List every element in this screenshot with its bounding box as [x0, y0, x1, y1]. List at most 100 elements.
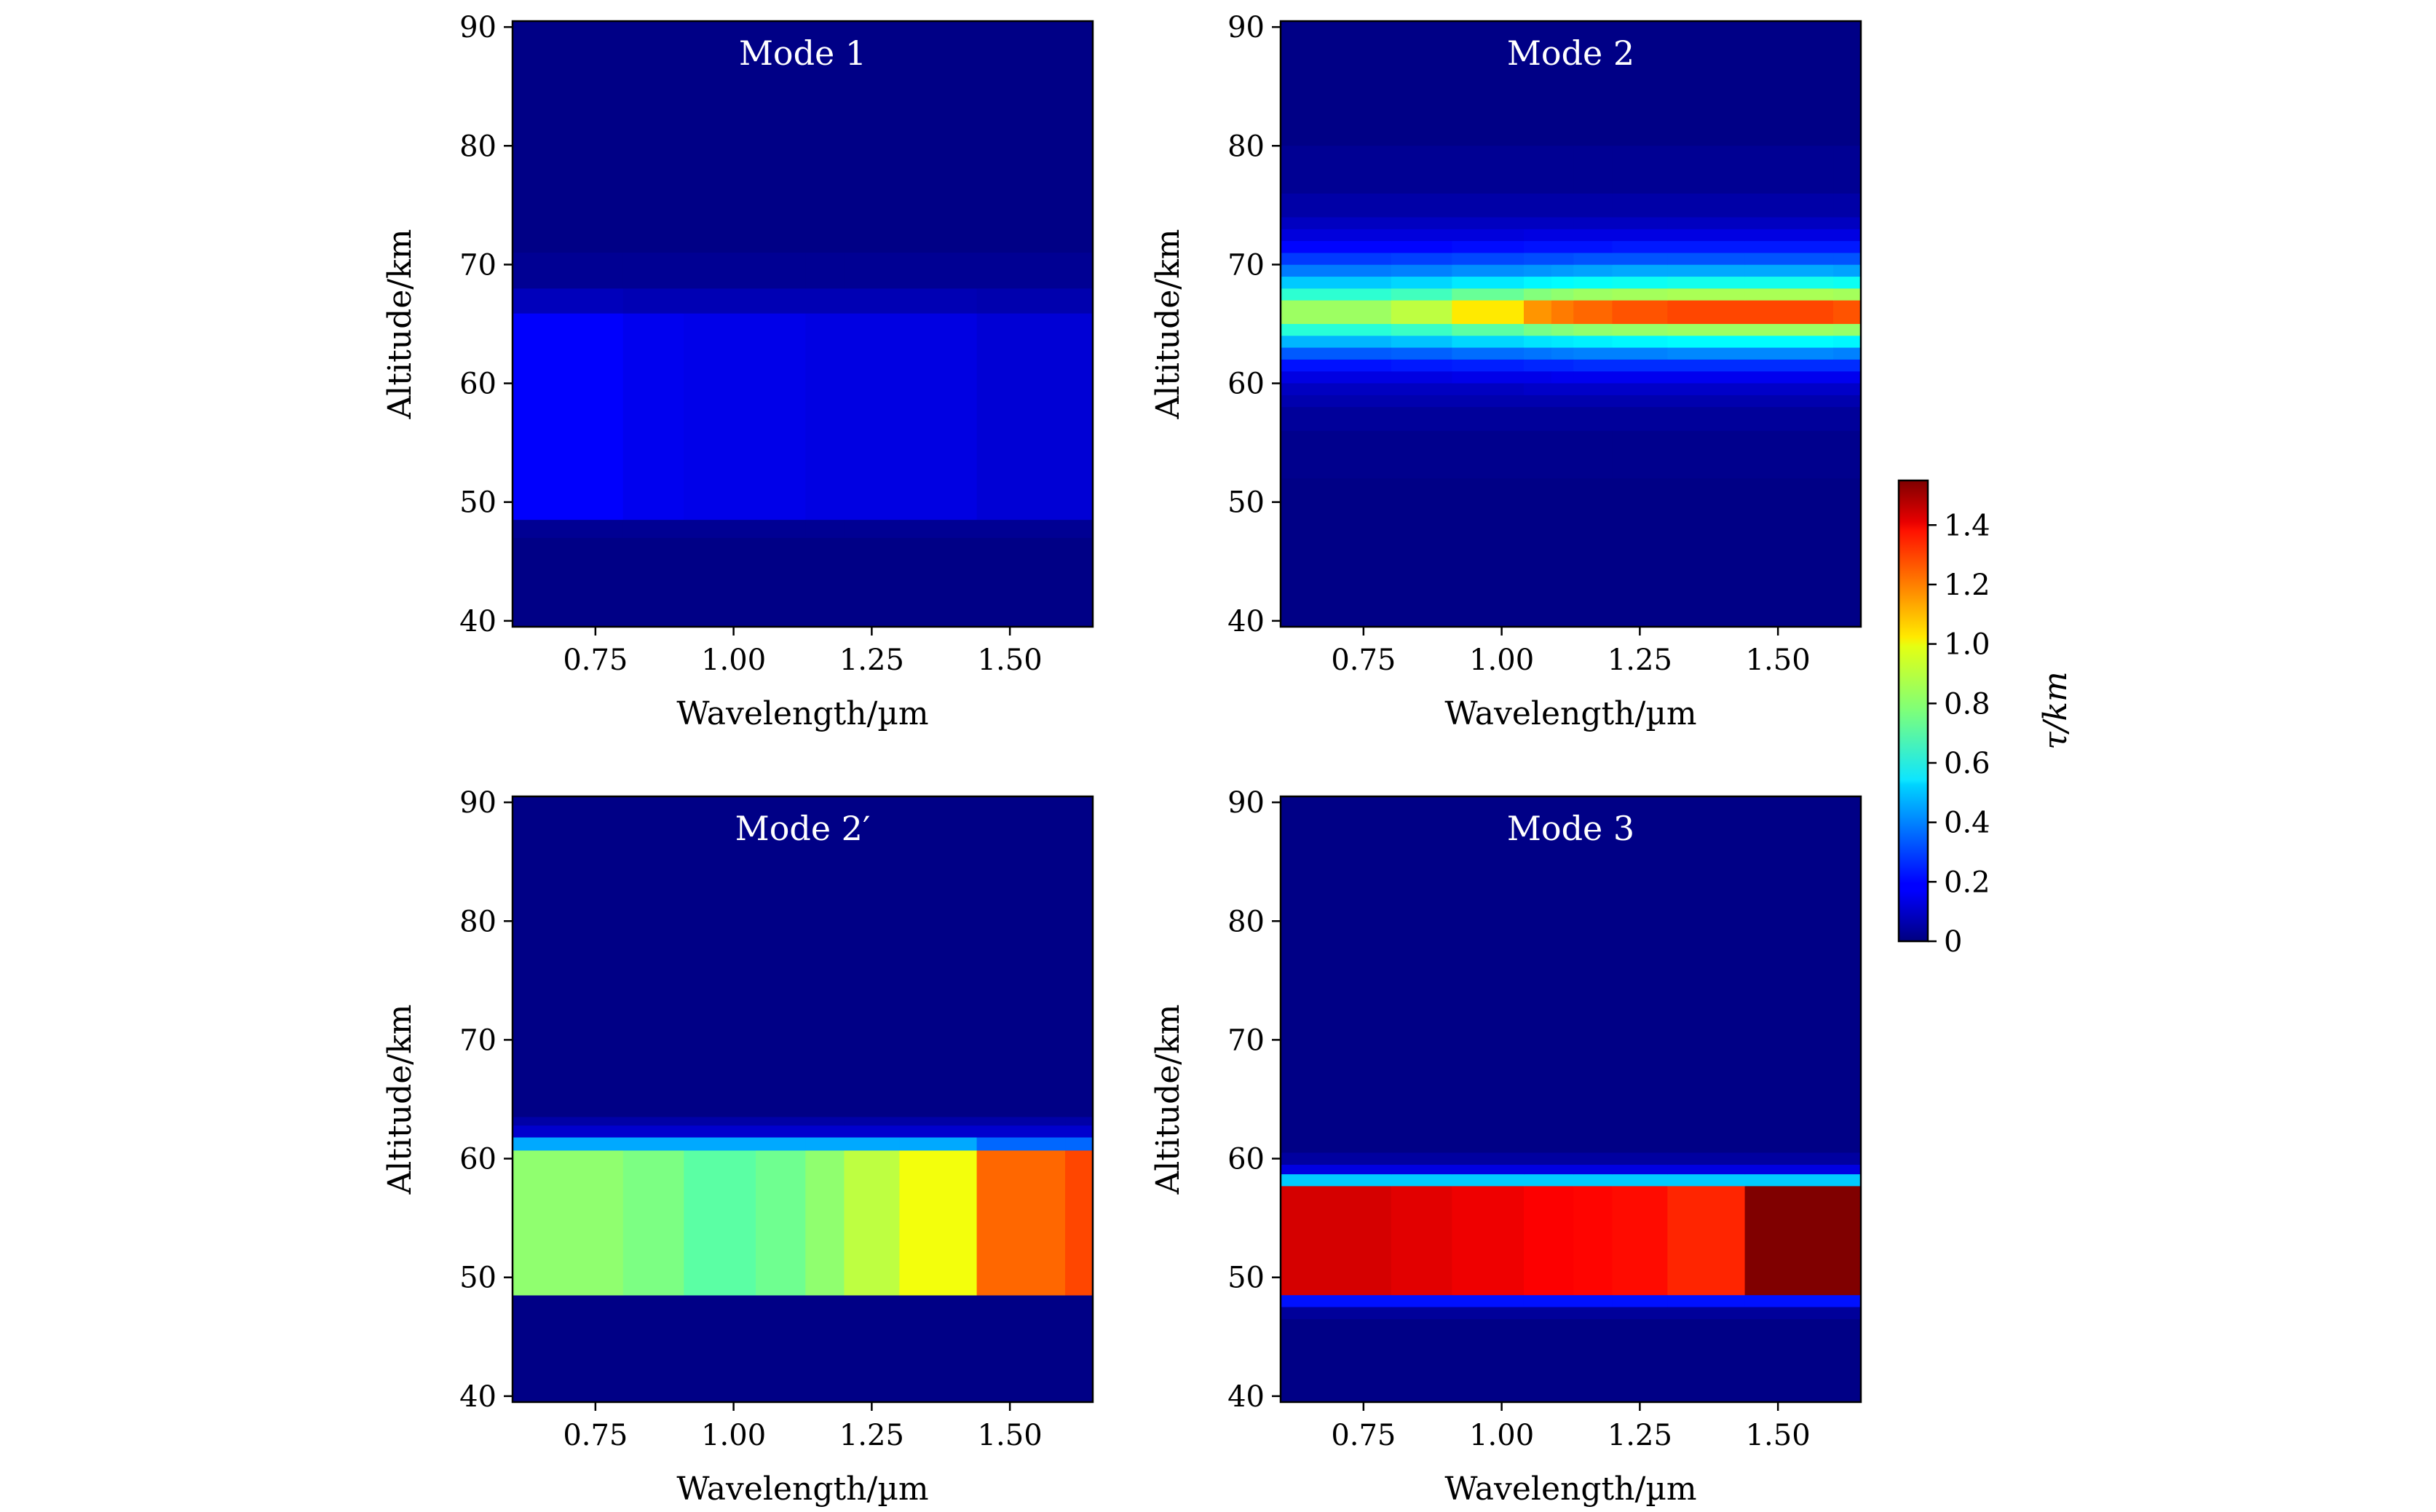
heatmap-cell [1744, 1307, 1862, 1320]
heatmap-cell [1523, 1164, 1574, 1175]
heatmap-cell [1667, 1295, 1746, 1307]
heatmap-cell [1452, 1173, 1525, 1187]
x-axis-ticks: 0.75 1.00 1.25 1.50 [1331, 1402, 1811, 1452]
y-tick-label: 80 [1227, 130, 1265, 163]
plot-frame [1279, 20, 1862, 628]
heatmap-cell [684, 1125, 756, 1138]
plot-frame [511, 795, 1094, 1404]
heatmap-cell [1612, 1152, 1668, 1165]
heatmap-panel-mode-1: Mode 1 0.75 1.00 1.25 1.50 40 50 60 70 80 90 Wav… [381, 11, 1094, 732]
heatmap-cell [976, 253, 1094, 289]
heatmap-cell [1612, 347, 1668, 360]
heatmap-cell [1573, 300, 1613, 325]
heatmap-cell [899, 1117, 978, 1126]
heatmap-cell [622, 1125, 684, 1138]
heatmap-cell [1452, 347, 1525, 360]
heatmap-cell [1667, 336, 1746, 348]
heatmap-cell [1833, 407, 1862, 432]
heatmap-cell [1612, 324, 1668, 336]
y-tick-label: 90 [1227, 786, 1265, 820]
heatmap-cell [1391, 217, 1452, 229]
colorbar-tick-label: 0.4 [1944, 807, 1990, 840]
heatmap-cell [844, 253, 900, 289]
heatmap-cell [1281, 430, 1392, 479]
heatmap-cell [1523, 193, 1552, 218]
heatmap-cell [1612, 371, 1668, 384]
heatmap-cell [1523, 1295, 1574, 1307]
heatmap-cell [1612, 193, 1668, 218]
heatmap-cell [1744, 229, 1834, 242]
heatmap-cell [1452, 288, 1525, 301]
heatmap-cell [1573, 407, 1613, 432]
heatmap-cell [1523, 371, 1552, 384]
heatmap-cell [1452, 1186, 1525, 1296]
x-axis-ticks: 0.75 1.00 1.25 1.50 [563, 627, 1043, 677]
heatmap-cell [1523, 300, 1552, 325]
heatmap-cell [1452, 371, 1525, 384]
heatmap-cell [1391, 229, 1452, 242]
heatmap-cell [1833, 217, 1862, 229]
heatmap-cell [513, 1150, 624, 1296]
y-tick-label: 50 [459, 1262, 497, 1295]
y-tick-label: 70 [459, 248, 497, 282]
heatmap-cell [622, 288, 684, 314]
heatmap-cell [1667, 288, 1746, 301]
heatmap-cell [805, 520, 845, 538]
heatmap-cell [1833, 146, 1862, 194]
heatmap-cell [1612, 359, 1668, 372]
heatmap-cell [1065, 1150, 1094, 1296]
heatmap-cell [1573, 276, 1613, 289]
x-tick-label: 0.75 [1331, 644, 1396, 677]
heatmap-cell [1281, 395, 1392, 408]
heatmap-cell [1744, 253, 1834, 265]
y-tick-label: 40 [1227, 605, 1265, 638]
heatmap-cell [755, 1150, 806, 1296]
heatmap-cell [1551, 300, 1574, 325]
heatmap-cell [1612, 1186, 1668, 1296]
heatmap-cell [844, 313, 900, 521]
heatmap-cell [1523, 253, 1552, 265]
heatmap-panel-mode-3: Mode 3 0.75 1.00 1.25 1.50 40 50 60 70 80 90 Wav… [1150, 786, 1862, 1508]
heatmap-cell [513, 1137, 624, 1151]
heatmap-cell [1612, 395, 1668, 408]
heatmap-cell [844, 1137, 900, 1151]
heatmap-cell [1391, 264, 1452, 277]
heatmap-cell [1551, 347, 1574, 360]
heatmap-cell [1551, 371, 1574, 384]
heatmap-cell [1281, 300, 1392, 325]
heatmap-cell [622, 253, 684, 289]
colorbar-tick-label: 0.8 [1944, 687, 1990, 721]
heatmap-cell [1523, 430, 1552, 479]
heatmap-cell [1551, 288, 1574, 301]
heatmap-cell [1833, 371, 1862, 384]
heatmap-cell [1744, 288, 1834, 301]
heatmap-cell [1391, 1173, 1452, 1187]
heatmap-cell [1281, 371, 1392, 384]
panel-title: Mode 1 [739, 33, 866, 73]
heatmap-cell [844, 520, 900, 538]
x-tick-label: 0.75 [563, 1419, 628, 1452]
heatmap-cell [755, 313, 806, 521]
heatmap-cell [1281, 276, 1392, 289]
heatmap-cell [1612, 1173, 1668, 1187]
heatmap-cell [1667, 1164, 1746, 1175]
heatmap-cell [1523, 146, 1552, 194]
heatmap-cell [1612, 229, 1668, 242]
heatmap-cell [1452, 1164, 1525, 1175]
heatmap-cell [1667, 1307, 1746, 1320]
heatmap-cell [1612, 276, 1668, 289]
heatmap-cell [622, 1150, 684, 1296]
x-tick-label: 1.00 [701, 644, 766, 677]
heatmap-cell [1281, 1164, 1392, 1175]
colorbar: 0 0.2 0.4 0.6 0.8 1.0 1.2 1.4 τ/km [1897, 479, 2074, 959]
colorbar-label: τ/km [2037, 671, 2074, 750]
heatmap-cell [899, 1137, 978, 1151]
heatmap-cell [1391, 1164, 1452, 1175]
heatmap-cell [1744, 430, 1834, 479]
heatmap-cells [513, 21, 1094, 627]
heatmap-cell [1452, 217, 1525, 229]
heatmap-cell [1523, 324, 1552, 336]
heatmap-cell [1391, 146, 1452, 194]
x-axis-label: Wavelength/µm [1444, 1471, 1696, 1508]
y-tick-label: 60 [1227, 368, 1265, 401]
